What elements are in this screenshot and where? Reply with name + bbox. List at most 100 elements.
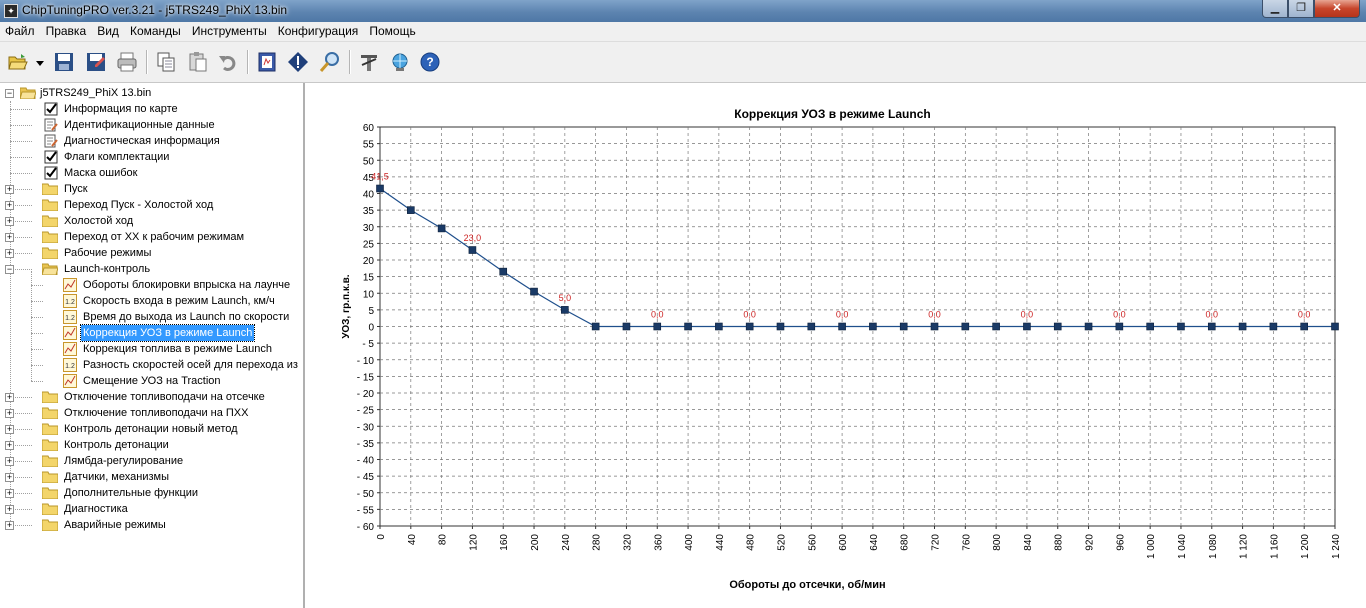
tree-item-11[interactable]: − Launch-контроль [0, 261, 303, 277]
expand-toggle-icon[interactable]: + [5, 248, 14, 258]
expand-toggle-icon[interactable]: + [5, 456, 14, 466]
tree-item-26[interactable]: + Диагностика [0, 501, 303, 517]
expand-toggle-icon[interactable]: + [5, 184, 14, 194]
tree-connector-line [31, 365, 43, 366]
data-label: 0,0 [836, 310, 849, 320]
tree-connector-line [31, 317, 43, 318]
svg-text:1.2: 1.2 [65, 363, 75, 370]
tree-item-23[interactable]: + Лямбда-регулирование [0, 453, 303, 469]
tools-icon[interactable] [357, 50, 381, 74]
menu-configuration[interactable]: Конфигурация [277, 24, 359, 38]
chart-icon [63, 342, 77, 356]
copy-icon[interactable] [154, 50, 178, 74]
tree-item-18[interactable]: Смещение УОЗ на Traction [0, 373, 303, 389]
tree-item-14[interactable]: 1.2 Время до выхода из Launch по скорости [0, 309, 303, 325]
x-tick-label: 680 [900, 534, 911, 551]
x-tick-label: 80 [438, 534, 449, 546]
tree-item-15[interactable]: Коррекция УОЗ в режиме Launch [0, 324, 303, 342]
y-tick-label: 40 [363, 190, 375, 201]
y-tick-label: 45 [363, 173, 375, 184]
tree-item-label: Переход от ХХ к рабочим режимам [64, 231, 245, 243]
tree-item-16[interactable]: Коррекция топлива в режиме Launch [0, 341, 303, 357]
expand-toggle-icon[interactable]: + [5, 424, 14, 434]
data-point-marker [838, 322, 846, 331]
expand-toggle-icon[interactable]: + [5, 200, 14, 210]
expand-toggle-icon[interactable]: + [5, 440, 14, 450]
undo-icon[interactable] [216, 50, 240, 74]
dropdown-arrow-icon[interactable] [34, 50, 46, 74]
tree-item-19[interactable]: + Отключение топливоподачи на отсечке [0, 389, 303, 405]
check-icon [44, 150, 58, 164]
open-folder-icon[interactable] [6, 50, 30, 74]
expand-toggle-icon[interactable]: + [5, 232, 14, 242]
tree-item-6[interactable]: + Пуск [0, 181, 303, 197]
series-line [379, 188, 1335, 328]
tree-item-3[interactable]: Диагностическая информация [0, 133, 303, 149]
toolbar: ? [0, 42, 1366, 83]
tree-item-5[interactable]: Маска ошибок [0, 165, 303, 181]
tree-item-7[interactable]: + Переход Пуск - Холостой ход [0, 197, 303, 213]
expand-toggle-icon[interactable]: + [5, 520, 14, 530]
collapse-toggle-icon[interactable]: − [5, 88, 14, 98]
tree-item-20[interactable]: + Отключение топливоподачи на ПХХ [0, 405, 303, 421]
tree-item-10[interactable]: + Рабочие режимы [0, 245, 303, 261]
save-as-icon[interactable] [84, 50, 108, 74]
tree-connector-line [10, 173, 32, 174]
data-point-marker [468, 246, 477, 254]
menu-tools[interactable]: Инструменты [191, 24, 267, 38]
tree-item-1[interactable]: Информация по карте [0, 101, 303, 117]
data-point-marker [561, 306, 569, 314]
tree-item-label: Рабочие режимы [64, 247, 152, 259]
expand-toggle-icon[interactable]: + [5, 216, 14, 226]
network-icon[interactable] [388, 50, 412, 74]
tree-item-4[interactable]: Флаги комплектации [0, 149, 303, 165]
help-icon[interactable]: ? [418, 50, 442, 74]
search-icon[interactable] [318, 50, 342, 74]
tree-connector-line [10, 509, 32, 510]
tree-item-label: Диагностика [64, 503, 128, 515]
tree-item-12[interactable]: Обороты блокировки впрыска на лаунче [0, 277, 303, 293]
minimize-button[interactable]: ▁ [1262, 0, 1288, 18]
tree-item-8[interactable]: + Холостой ход [0, 213, 303, 229]
tree-item-22[interactable]: + Контроль детонации [0, 437, 303, 453]
expand-toggle-icon[interactable]: + [5, 504, 14, 514]
tree-item-label: Контроль детонации [64, 439, 169, 451]
tree-item-2[interactable]: Идентификационные данные [0, 117, 303, 133]
book-icon[interactable] [255, 50, 279, 74]
paste-icon[interactable] [186, 50, 210, 74]
tree-item-label: Разность скоростей осей для перехода из [83, 359, 298, 371]
menu-edit[interactable]: Правка [45, 24, 87, 38]
tree-item-24[interactable]: + Датчики, механизмы [0, 469, 303, 485]
info-icon[interactable] [286, 50, 310, 74]
tree-item-27[interactable]: + Аварийные режимы [0, 517, 303, 533]
menu-help[interactable]: Помощь [369, 24, 416, 38]
toolbar-separator [146, 50, 148, 74]
tree-connector-line [10, 477, 32, 478]
menu-commands[interactable]: Команды [129, 24, 181, 38]
folder-icon [41, 231, 59, 244]
close-button[interactable]: ✕ [1314, 0, 1360, 18]
expand-toggle-icon[interactable]: + [5, 392, 14, 402]
toolbar-separator [349, 50, 351, 74]
maximize-button[interactable]: ❐ [1288, 0, 1314, 18]
y-tick-label: 10 [363, 289, 375, 300]
collapse-toggle-icon[interactable]: − [5, 264, 14, 274]
expand-toggle-icon[interactable]: + [5, 472, 14, 482]
y-tick-label: - 20 [357, 389, 375, 400]
menu-file[interactable]: Файл [5, 24, 35, 38]
data-point-marker [930, 322, 939, 331]
tree-item-17[interactable]: 1.2 Разность скоростей осей для перехода … [0, 357, 303, 373]
tree-item-21[interactable]: + Контроль детонации новый метод [0, 421, 303, 437]
data-point-marker [869, 322, 877, 331]
print-icon[interactable] [115, 50, 139, 74]
tree-item-label: Идентификационные данные [64, 119, 215, 131]
expand-toggle-icon[interactable]: + [5, 488, 14, 498]
tree-connector-line [10, 157, 32, 158]
save-icon[interactable] [52, 50, 76, 74]
folder-open-icon [19, 87, 37, 100]
tree-item-13[interactable]: 1.2 Скорость входа в режим Launch, км/ч [0, 293, 303, 309]
tree-item-9[interactable]: + Переход от ХХ к рабочим режимам [0, 229, 303, 245]
menu-view[interactable]: Вид [97, 24, 119, 38]
tree-item-25[interactable]: + Дополнительные функции [0, 485, 303, 501]
expand-toggle-icon[interactable]: + [5, 408, 14, 418]
